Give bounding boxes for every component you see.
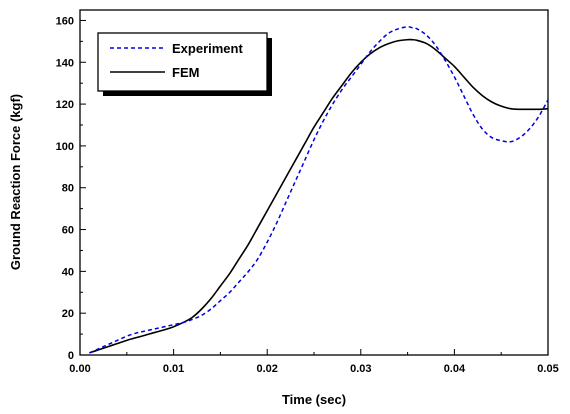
series-lines — [89, 25, 549, 354]
series-line-fem — [89, 38, 549, 354]
x-tick-label: 0.03 — [350, 363, 371, 375]
y-tick-label: 100 — [56, 141, 74, 153]
y-tick-label: 80 — [62, 183, 74, 195]
y-tick-label: 160 — [56, 15, 74, 27]
y-tick-label: 60 — [62, 225, 74, 237]
x-tick-label: 0.01 — [163, 363, 184, 375]
axis-ticks: 0.00 0.01 0.02 0.03 0.04 0.05 0 20 40 60 80 100 120 1… — [56, 15, 559, 375]
x-tick-label: 0.02 — [256, 363, 277, 375]
legend-label-fem: FEM — [172, 65, 199, 80]
x-axis-title: Time (sec) — [282, 392, 346, 407]
y-tick-label: 140 — [56, 57, 74, 69]
legend-label-experiment: Experiment — [172, 41, 243, 56]
series-line-experiment — [89, 25, 549, 354]
legend-box — [97, 32, 268, 92]
x-tick-label: 0.04 — [444, 363, 466, 375]
legend: Experiment FEM — [97, 32, 272, 96]
y-axis-title: Ground Reaction Force (kgf) — [8, 94, 23, 270]
y-tick-label: 40 — [62, 266, 74, 278]
y-tick-label: 0 — [68, 350, 74, 362]
y-tick-label: 20 — [62, 308, 74, 320]
x-tick-label: 0.00 — [69, 363, 90, 375]
y-tick-label: 120 — [56, 99, 74, 111]
x-tick-label: 0.05 — [537, 363, 558, 375]
